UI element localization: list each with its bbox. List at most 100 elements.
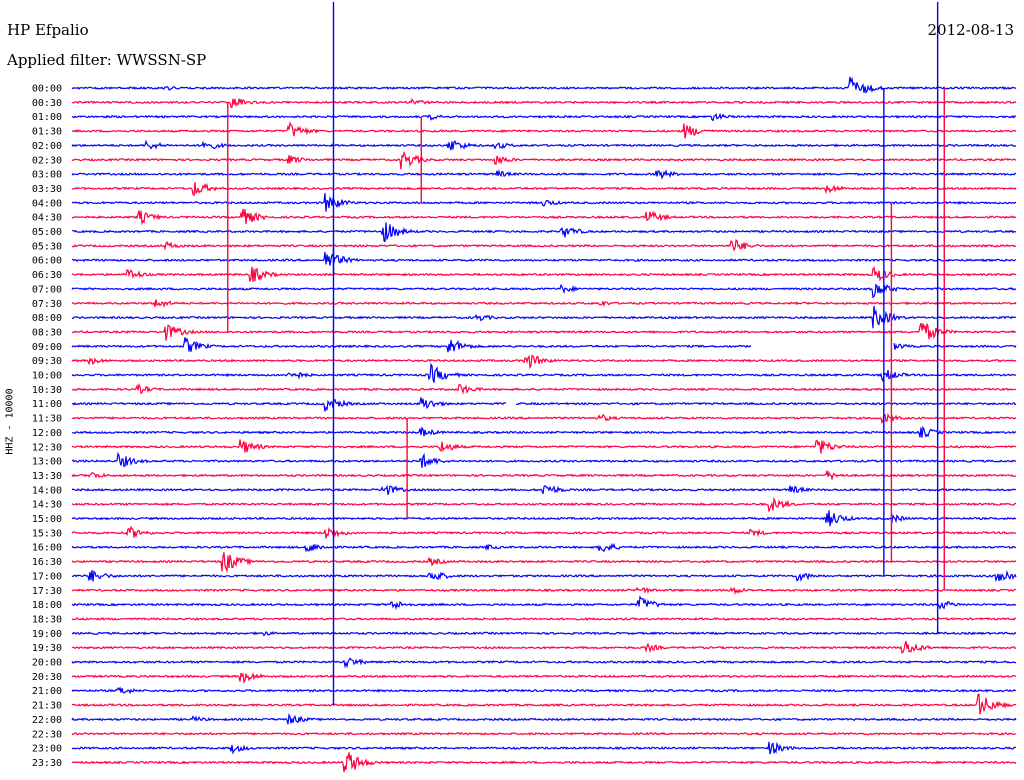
- time-label: 04:00: [32, 198, 62, 209]
- trace-row: [515, 401, 1017, 406]
- trace-row: [71, 510, 1017, 527]
- trace-row: [71, 525, 1017, 539]
- time-label: 23:00: [32, 744, 62, 755]
- trace-row: [71, 693, 1016, 715]
- trace-row: [71, 752, 1017, 773]
- trace-row: [71, 239, 1016, 252]
- trace-row: [71, 362, 1017, 383]
- trace-row: [72, 222, 1017, 243]
- time-label: 20:30: [32, 672, 62, 683]
- time-label: 07:30: [32, 299, 62, 310]
- trace-row: [71, 266, 1017, 283]
- time-label: 10:00: [32, 371, 62, 382]
- time-label: 22:30: [32, 729, 62, 740]
- time-label: 08:00: [32, 313, 62, 324]
- time-label: 06:30: [32, 270, 62, 281]
- trace-row: [71, 76, 1017, 94]
- time-label: 22:00: [32, 715, 62, 726]
- trace-row: [71, 283, 1017, 299]
- time-label-group: 00:00 00:30 01:00 01:30 02:00 02:30 03:00 03:30…: [32, 84, 62, 769]
- time-label: 00:00: [32, 84, 62, 95]
- time-label: 21:30: [32, 701, 62, 712]
- trace-row: [71, 305, 1017, 329]
- time-label: 17:30: [32, 586, 62, 597]
- time-label: 14:00: [32, 485, 62, 496]
- trace-row: [71, 686, 1017, 695]
- trace-row: [71, 97, 1017, 109]
- station-name: HP Efpalio: [7, 21, 89, 39]
- trace-row: [71, 616, 1017, 621]
- trace-row: [71, 542, 1017, 553]
- trace-row: [71, 439, 1017, 454]
- date-label: 2012-08-13: [927, 21, 1014, 39]
- time-label: 19:00: [32, 629, 62, 640]
- time-label: 10:30: [32, 385, 62, 396]
- time-label: 09:00: [32, 342, 62, 353]
- trace-row: [71, 382, 1017, 395]
- time-label: 15:30: [32, 528, 62, 539]
- time-label: 02:30: [32, 155, 62, 166]
- time-label: 05:30: [32, 241, 62, 252]
- time-label: 16:30: [32, 557, 62, 568]
- time-label: 03:30: [32, 184, 62, 195]
- time-label: 00:30: [32, 98, 62, 109]
- time-label: 01:00: [32, 112, 62, 123]
- time-label: 13:30: [32, 471, 62, 482]
- time-label: 05:00: [32, 227, 62, 238]
- time-label: 16:00: [32, 543, 62, 554]
- time-label: 11:00: [32, 399, 62, 410]
- trace-row: [71, 640, 1017, 654]
- time-label: 12:00: [32, 428, 62, 439]
- trace-row: [71, 337, 752, 353]
- trace-row: [71, 484, 1017, 495]
- trace-group: [71, 76, 1017, 773]
- trace-row: [71, 741, 1017, 755]
- trace-row: [71, 731, 1017, 736]
- time-label: 09:30: [32, 356, 62, 367]
- trace-row: [71, 354, 1017, 370]
- trace-row: [71, 322, 1017, 341]
- trace-row: [71, 208, 1017, 226]
- trace-row: [71, 299, 1017, 308]
- trace-row: [71, 672, 1017, 684]
- trace-row: [71, 552, 1017, 574]
- channel-label: HHZ - 10000: [4, 388, 16, 455]
- spike-group: [227, 1, 945, 706]
- time-label: 18:00: [32, 600, 62, 611]
- time-label: 13:00: [32, 457, 62, 468]
- trace-row: [71, 168, 1017, 180]
- time-label: 11:30: [32, 414, 62, 425]
- time-label: 21:00: [32, 686, 62, 697]
- trace-row: [71, 496, 1017, 512]
- trace-row: [71, 425, 1017, 438]
- trace-row: [71, 412, 1017, 425]
- filter-label: Applied filter: WWSSN-SP: [7, 51, 207, 69]
- time-label: 20:00: [32, 658, 62, 669]
- time-label: 14:30: [32, 500, 62, 511]
- trace-row: [71, 586, 1016, 595]
- trace-row: [71, 121, 1017, 139]
- trace-row: [71, 182, 1017, 197]
- trace-row: [71, 569, 1017, 583]
- trace-row: [71, 470, 1017, 482]
- time-label: 18:30: [32, 614, 62, 625]
- trace-row: [71, 630, 1017, 637]
- trace-row: [71, 657, 1016, 669]
- trace-row: [71, 139, 1017, 151]
- trace-row: [71, 193, 1016, 212]
- time-label: 12:30: [32, 442, 62, 453]
- time-label: 07:00: [32, 284, 62, 295]
- time-label: 19:30: [32, 643, 62, 654]
- time-label: 08:30: [32, 327, 62, 338]
- time-label: 06:00: [32, 256, 62, 267]
- trace-row: [71, 251, 1017, 266]
- time-label: 17:00: [32, 571, 62, 582]
- trace-row: [71, 595, 1017, 611]
- time-label: 15:00: [32, 514, 62, 525]
- time-label: 02:00: [32, 141, 62, 152]
- trace-row: [893, 342, 1017, 350]
- time-label: 03:00: [32, 170, 62, 181]
- trace-row: [71, 151, 1017, 170]
- trace-row: [71, 397, 507, 412]
